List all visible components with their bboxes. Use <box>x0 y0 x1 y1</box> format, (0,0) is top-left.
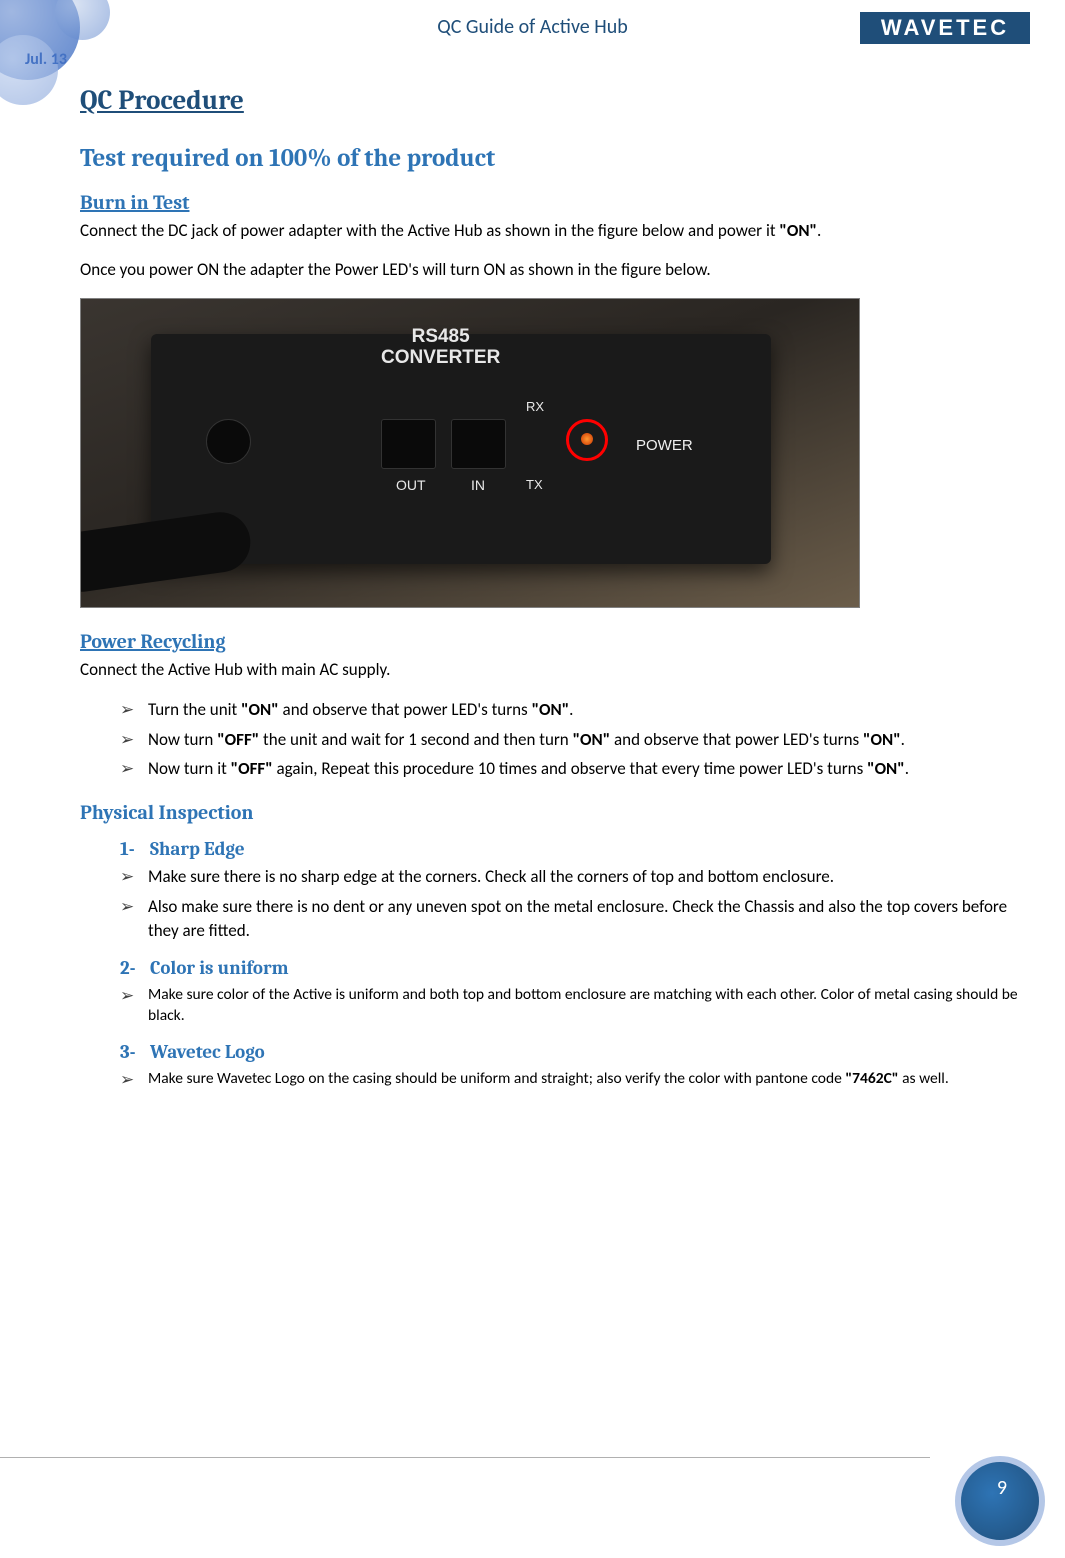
num: 3- <box>120 1041 150 1063</box>
sub-sharp-edge: 1-Sharp Edge <box>80 838 1025 860</box>
page-number: 9 <box>997 1476 1007 1500</box>
color-uniform-list: Make sure color of the Active is uniform… <box>80 984 1025 1027</box>
text: Now turn it <box>148 758 231 779</box>
text: . <box>901 729 905 750</box>
text: . <box>569 699 573 720</box>
label-power: POWER <box>636 437 693 454</box>
h2-test-required: Test required on 100% of the product <box>80 144 1025 173</box>
label-tx: TX <box>526 477 543 492</box>
list-item: Now turn it "OFF" again, Repeat this pro… <box>120 757 1025 781</box>
bold: "ON" <box>241 699 279 720</box>
burn-p2: Once you power ON the adapter the Power … <box>80 259 1025 282</box>
list-item: Turn the unit "ON" and observe that powe… <box>120 698 1025 722</box>
sub-wavetec-logo: 3-Wavetec Logo <box>80 1041 1025 1063</box>
title: Sharp Edge <box>150 838 245 860</box>
din-port <box>206 419 251 464</box>
page-number-circle <box>955 1456 1045 1546</box>
text: as well. <box>899 1069 949 1088</box>
footer-divider <box>0 1457 930 1458</box>
bold: "OFF" <box>217 729 259 750</box>
device-figure: RS485 CONVERTER OUT IN RX TX POWER <box>80 298 860 608</box>
text: and observe that power LED's turns <box>610 729 863 750</box>
power-led-highlight <box>566 419 608 461</box>
list-item: Also make sure there is no dent or any u… <box>120 895 1025 943</box>
list-item: Now turn "OFF" the unit and wait for 1 s… <box>120 728 1025 752</box>
text: Connect the DC jack of power adapter wit… <box>80 220 779 241</box>
h3-burn-in: Burn in Test <box>80 191 1025 214</box>
list-item: Make sure color of the Active is uniform… <box>120 984 1025 1027</box>
device-label: RS485 CONVERTER <box>381 327 500 369</box>
text: Now turn <box>148 729 217 750</box>
label-line1: RS485 <box>412 326 470 347</box>
h3-power-recycling: Power Recycling <box>80 630 1025 653</box>
label-out: OUT <box>396 477 426 493</box>
list-item: Make sure Wavetec Logo on the casing sho… <box>120 1068 1025 1090</box>
text: the unit and wait for 1 second and then … <box>259 729 572 750</box>
bold: "ON" <box>532 699 570 720</box>
num: 1- <box>120 838 150 860</box>
label-in: IN <box>471 477 485 493</box>
label-line2: CONVERTER <box>381 347 500 368</box>
h1-qc-procedure: QC Procedure <box>80 85 1025 116</box>
h3-physical-inspection: Physical Inspection <box>80 801 1025 824</box>
bold-on: "ON" <box>779 220 817 241</box>
bold: "ON" <box>867 758 905 779</box>
wavetec-logo-list: Make sure Wavetec Logo on the casing sho… <box>80 1068 1025 1090</box>
sub-color-uniform: 2-Color is uniform <box>80 957 1025 979</box>
bold: "ON" <box>863 729 901 750</box>
text: Make sure Wavetec Logo on the casing sho… <box>148 1069 845 1088</box>
wavetec-logo: WAVETEC <box>860 12 1030 44</box>
date-badge: Jul. 13 <box>25 50 67 69</box>
text: Turn the unit <box>148 699 241 720</box>
list-item: Make sure there is no sharp edge at the … <box>120 865 1025 889</box>
bold: "ON" <box>573 729 611 750</box>
num: 2- <box>120 957 150 979</box>
bold: "OFF" <box>231 758 273 779</box>
title: Wavetec Logo <box>150 1041 265 1063</box>
text: . <box>817 220 821 241</box>
power-cable <box>80 508 254 595</box>
bold: "7462C" <box>845 1069 898 1088</box>
text: again, Repeat this procedure 10 times an… <box>273 758 867 779</box>
rj-out-port <box>381 419 436 469</box>
page-content: QC Procedure Test required on 100% of th… <box>80 85 1025 1104</box>
rj-in-port <box>451 419 506 469</box>
label-rx: RX <box>526 399 544 414</box>
text: . <box>905 758 909 779</box>
sharp-edge-list: Make sure there is no sharp edge at the … <box>80 865 1025 942</box>
burn-p1: Connect the DC jack of power adapter wit… <box>80 220 1025 243</box>
title: Color is uniform <box>150 957 289 979</box>
power-recycling-list: Turn the unit "ON" and observe that powe… <box>80 698 1025 781</box>
text: and observe that power LED's turns <box>279 699 532 720</box>
power-recycling-intro: Connect the Active Hub with main AC supp… <box>80 659 1025 682</box>
